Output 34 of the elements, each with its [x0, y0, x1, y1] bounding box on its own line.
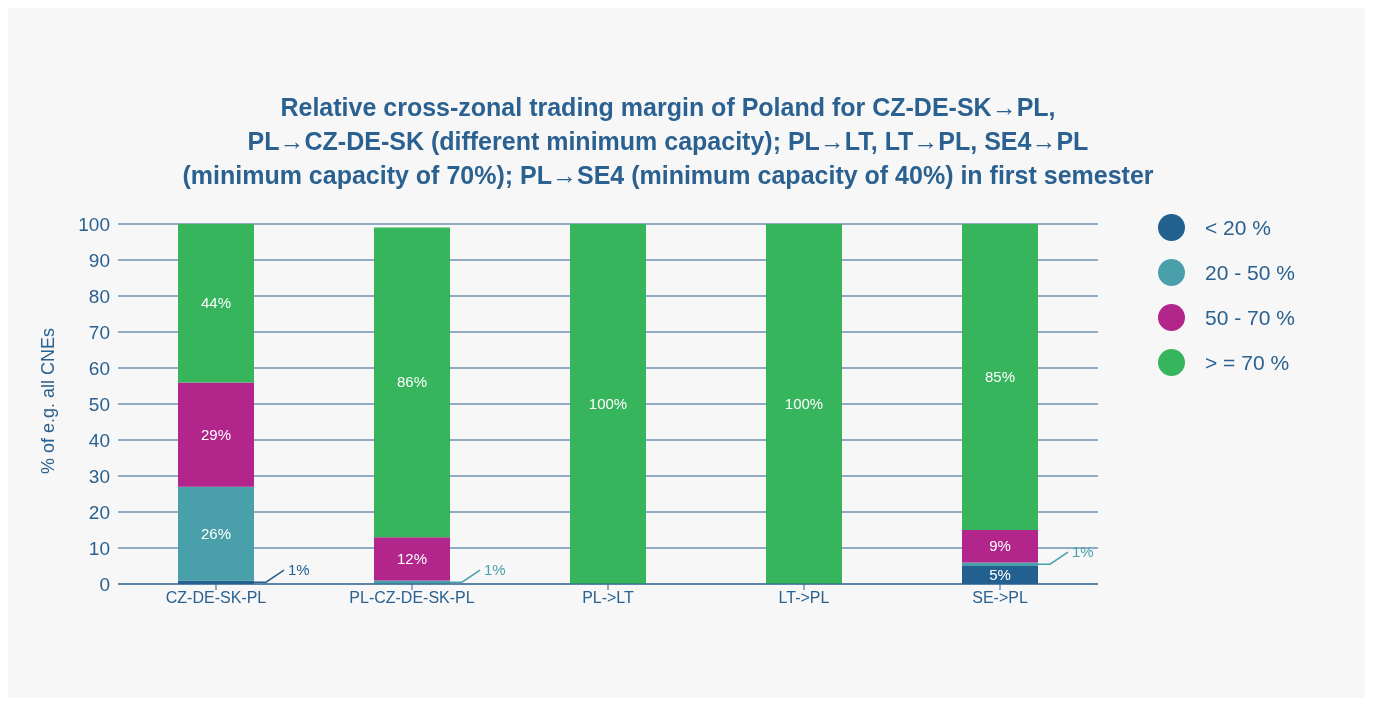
data-label: 12% [396, 549, 428, 567]
y-tick-label: 30 [88, 465, 110, 487]
data-label: 100% [784, 395, 824, 412]
y-tick-label: 0 [99, 573, 110, 595]
data-label: 29% [200, 425, 232, 443]
legend-label: < 20 % [1205, 215, 1271, 240]
data-label: 1% [484, 561, 506, 579]
data-label: 86% [396, 373, 428, 391]
data-label: 1% [288, 561, 310, 579]
y-tick-label: 90 [88, 249, 110, 271]
y-tick-label: 70 [88, 321, 110, 343]
x-tick-label: PL->LT [582, 589, 635, 607]
data-label: 85% [984, 368, 1016, 385]
data-label: 5% [989, 566, 1011, 583]
y-tick-label: 20 [88, 501, 110, 523]
chart-title: Relative cross-zonal trading margin of Poland for CZ-DE-SK→PL, PL→CZ-DE-SK (different minimum capacity); PL→LT, LT→PL, SE4→PL (minimum capacity of 70%); PL→SE4 (minimum capacity of 40%) in first semester [181, 92, 1155, 191]
data-label: 44% [200, 294, 232, 312]
x-tick-label: LT->PL [778, 589, 830, 607]
y-axis-title: % of e.g. all CNEs [38, 327, 59, 474]
y-tick-label: 50 [88, 393, 110, 415]
y-tick-label: 100 [78, 213, 110, 235]
x-tick-label: CZ-DE-SK-PL [165, 589, 267, 607]
y-tick-label: 10 [88, 537, 110, 559]
x-tick-label: PL-CZ-DE-SK-PL [349, 589, 475, 607]
legend-label: 20 - 50 % [1205, 260, 1295, 285]
data-label: 26% [200, 524, 232, 542]
data-label: 9% [989, 537, 1011, 555]
legend-label: 50 - 70 % [1205, 305, 1295, 330]
y-tick-label: 80 [88, 285, 110, 307]
x-tick-label: SE->PL [972, 589, 1028, 607]
data-label: 100% [588, 395, 628, 412]
legend-label: > = 70 % [1205, 350, 1290, 375]
y-tick-label: 40 [88, 429, 110, 451]
y-tick-label: 60 [88, 357, 110, 379]
